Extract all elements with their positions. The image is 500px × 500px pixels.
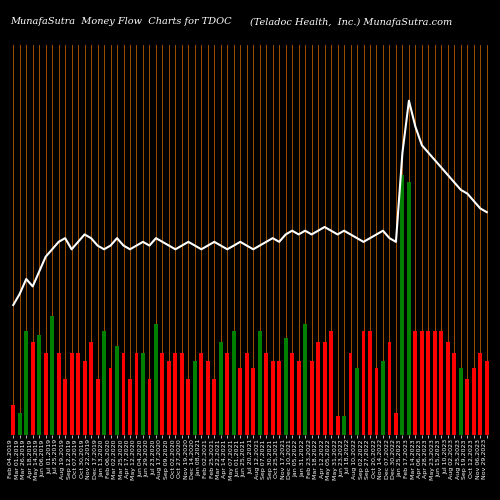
Bar	[180, 354, 184, 435]
Bar	[37, 334, 41, 435]
Bar	[271, 360, 274, 435]
Bar	[290, 354, 294, 435]
Bar	[154, 324, 158, 435]
Bar	[336, 416, 340, 435]
Bar	[232, 331, 235, 435]
Bar	[70, 354, 73, 435]
Bar	[322, 342, 326, 435]
Bar	[245, 354, 248, 435]
Bar	[414, 331, 418, 435]
Bar	[329, 331, 333, 435]
Bar	[452, 354, 456, 435]
Bar	[122, 354, 126, 435]
Bar	[212, 380, 216, 435]
Bar	[141, 354, 145, 435]
Bar	[472, 368, 476, 435]
Bar	[89, 342, 93, 435]
Bar	[485, 360, 488, 435]
Bar	[128, 380, 132, 435]
Bar	[303, 324, 307, 435]
Bar	[296, 360, 300, 435]
Bar	[310, 360, 314, 435]
Bar	[400, 175, 404, 435]
Bar	[407, 182, 411, 435]
Bar	[219, 342, 223, 435]
Bar	[115, 346, 119, 435]
Bar	[446, 342, 450, 435]
Bar	[63, 380, 67, 435]
Bar	[316, 342, 320, 435]
Text: (Teladoc Health,  Inc.) MunafaSutra.com: (Teladoc Health, Inc.) MunafaSutra.com	[250, 18, 452, 26]
Bar	[277, 360, 281, 435]
Bar	[466, 380, 469, 435]
Bar	[420, 331, 424, 435]
Bar	[426, 331, 430, 435]
Bar	[44, 354, 48, 435]
Bar	[200, 354, 203, 435]
Bar	[342, 416, 346, 435]
Bar	[381, 360, 385, 435]
Bar	[362, 331, 366, 435]
Bar	[186, 380, 190, 435]
Bar	[174, 354, 178, 435]
Bar	[50, 316, 54, 435]
Bar	[96, 380, 100, 435]
Bar	[160, 354, 164, 435]
Bar	[31, 342, 34, 435]
Bar	[193, 360, 197, 435]
Bar	[12, 406, 15, 435]
Bar	[24, 331, 28, 435]
Bar	[134, 354, 138, 435]
Bar	[167, 360, 171, 435]
Bar	[206, 360, 210, 435]
Bar	[348, 354, 352, 435]
Bar	[368, 331, 372, 435]
Bar	[459, 368, 463, 435]
Bar	[18, 412, 22, 435]
Text: MunafaSutra  Money Flow  Charts for TDOC: MunafaSutra Money Flow Charts for TDOC	[10, 18, 232, 26]
Bar	[264, 354, 268, 435]
Bar	[440, 331, 444, 435]
Bar	[76, 354, 80, 435]
Bar	[284, 338, 288, 435]
Bar	[433, 331, 437, 435]
Bar	[82, 360, 86, 435]
Bar	[258, 331, 262, 435]
Bar	[102, 331, 106, 435]
Bar	[355, 368, 359, 435]
Bar	[388, 342, 392, 435]
Bar	[478, 354, 482, 435]
Bar	[238, 368, 242, 435]
Bar	[148, 380, 152, 435]
Bar	[226, 354, 229, 435]
Bar	[252, 368, 255, 435]
Bar	[108, 368, 112, 435]
Bar	[374, 368, 378, 435]
Bar	[394, 412, 398, 435]
Bar	[56, 354, 60, 435]
